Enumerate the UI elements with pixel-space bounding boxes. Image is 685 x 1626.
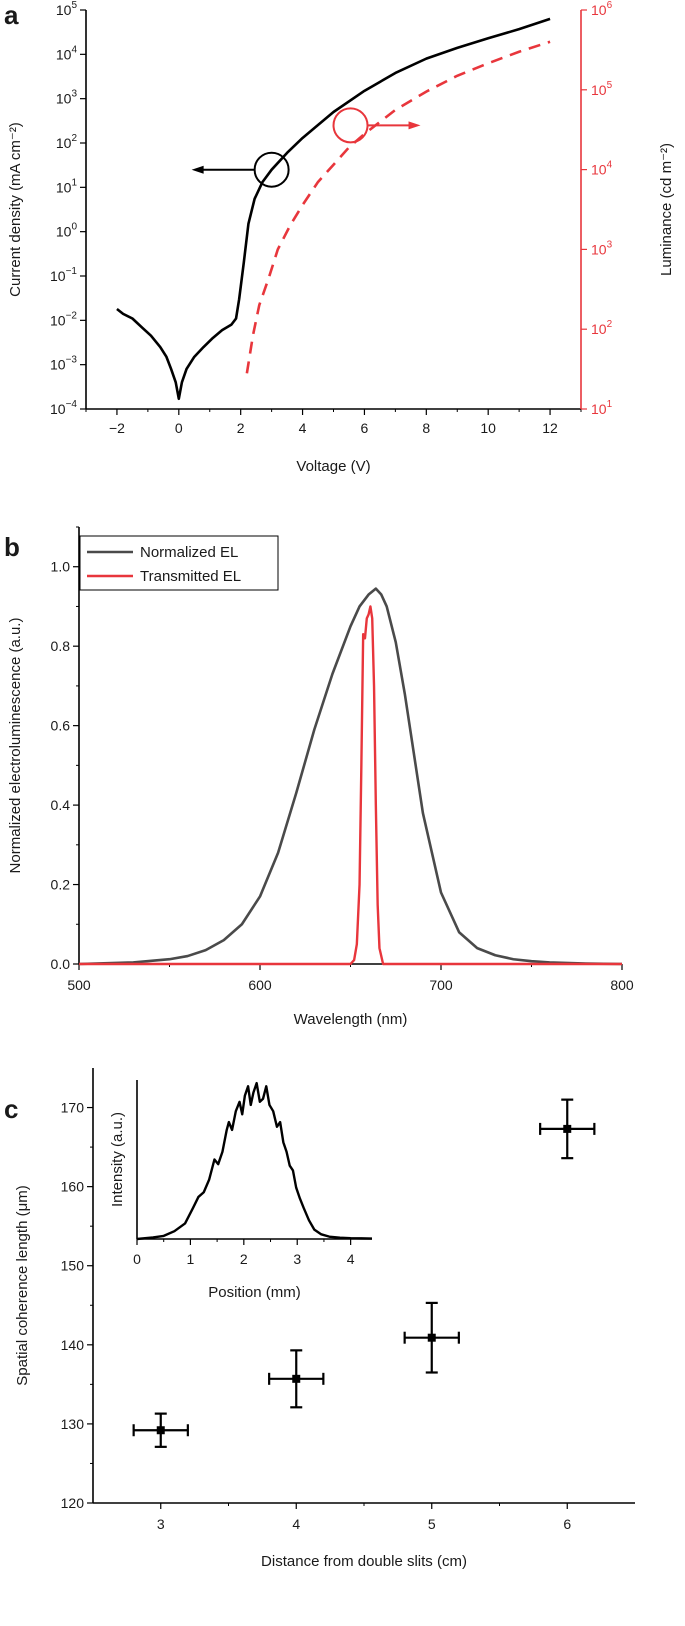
a-current-density-line [116,17,551,401]
c-inset-x-tick-label: 1 [187,1251,195,1267]
c-x-tick-label: 3 [157,1516,165,1532]
panel-b-label: b [4,532,20,562]
b-y-tick-label: 0.8 [51,638,71,654]
b-legend-box [79,535,279,591]
b-y-axis-title: Normalized electroluminescence (a.u.) [7,618,24,874]
b-x-tick-label: 600 [248,977,272,993]
c-inset-x-tick-label: 4 [347,1251,355,1267]
b-y-tick-label: 0.4 [51,797,71,813]
b-x-tick-label: 500 [67,977,91,993]
a-x-tick-label: 6 [361,420,369,436]
c-data-point [292,1374,301,1383]
a-yr-tick-label: 106 [591,0,613,18]
c-data-point [427,1333,436,1342]
a-x-axis-title: Voltage (V) [296,458,370,475]
a-x-tick-label: 4 [299,420,307,436]
a-yr-tick-label: 101 [591,399,613,417]
a-x-tick-label: −2 [109,420,125,436]
c-y-axis-title: Spatial coherence length (μm) [14,1185,31,1385]
panel-a-label: a [4,0,19,30]
a-yl-tick-label: 101 [56,177,78,195]
b-legend-label-normalized: Normalized EL [140,544,238,561]
a-yl-tick-label: 10−3 [50,355,77,373]
a-yl-tick-label: 104 [56,44,78,62]
a-yr-tick-label: 103 [591,239,613,257]
c-y-tick-label: 140 [61,1337,85,1353]
a-x-tick-label: 10 [480,420,496,436]
c-y-tick-label: 120 [61,1495,85,1511]
panel-c-label: c [4,1094,18,1124]
a-yr-axis-title: Luminance (cd m⁻²) [658,143,675,276]
b-legend-label-transmitted: Transmitted EL [140,568,241,585]
b-x-tick-label: 800 [610,977,634,993]
a-red-circle [332,107,369,144]
b-normalized-el-line [78,587,623,966]
b-y-tick-label: 0.0 [51,956,71,972]
a-x-tick-label: 2 [237,420,245,436]
a-yl-tick-label: 10−2 [50,310,77,328]
panel-a: −2 0 2 4 6 8 10 12 10−4 10−3 10−2 10−1 100 101 102 103 1… [7,0,675,475]
b-transmitted-el-line [79,605,622,966]
b-y-tick-label: 1.0 [51,559,71,575]
c-inset-y-axis-title: Intensity (a.u.) [109,1112,126,1207]
c-x-tick-label: 4 [292,1516,300,1532]
a-yl-axis-title: Current density (mA cm⁻²) [7,122,24,297]
panel-b: 500 600 700 800 0.0 0.2 0.4 0.6 0.8 1.0 Wavelength… [7,526,634,1028]
a-yl-tick-label: 100 [56,222,78,240]
a-yl-tick-label: 103 [56,89,78,107]
a-yr-tick-label: 105 [591,80,613,98]
c-y-tick-label: 160 [61,1179,85,1195]
a-black-arrow-head [191,165,204,174]
c-x-axis-title: Distance from double slits (cm) [261,1553,467,1570]
b-y-tick-label: 0.2 [51,877,71,893]
a-x-tick-label: 0 [175,420,183,436]
c-y-tick-label: 130 [61,1416,85,1432]
a-x-tick-label: 8 [422,420,430,436]
b-x-axis-title: Wavelength (nm) [294,1011,408,1028]
a-yl-tick-label: 10−1 [50,266,77,284]
c-inset-intensity-line [136,1081,373,1241]
c-inset-x-tick-label: 3 [293,1251,301,1267]
a-x-tick-label: 12 [542,420,558,436]
b-x-tick-label: 700 [429,977,453,993]
a-luminance-line [245,40,551,374]
a-yl-tick-label: 105 [56,0,78,18]
c-x-tick-label: 5 [428,1516,436,1532]
c-x-tick-label: 6 [563,1516,571,1532]
a-red-arrow-head [408,121,421,130]
a-yl-tick-label: 10−4 [50,399,77,417]
a-yr-tick-label: 102 [591,319,613,337]
c-y-tick-label: 150 [61,1258,85,1274]
c-data-point [563,1124,572,1133]
a-yl-tick-label: 102 [56,133,78,151]
c-inset-x-tick-label: 2 [240,1251,248,1267]
c-inset-x-axis-title: Position (mm) [208,1284,301,1301]
b-y-tick-label: 0.6 [51,718,71,734]
c-y-tick-label: 170 [61,1100,85,1116]
c-inset-x-tick-label: 0 [133,1251,141,1267]
a-yr-tick-label: 104 [591,160,613,178]
c-data-point [156,1426,165,1435]
